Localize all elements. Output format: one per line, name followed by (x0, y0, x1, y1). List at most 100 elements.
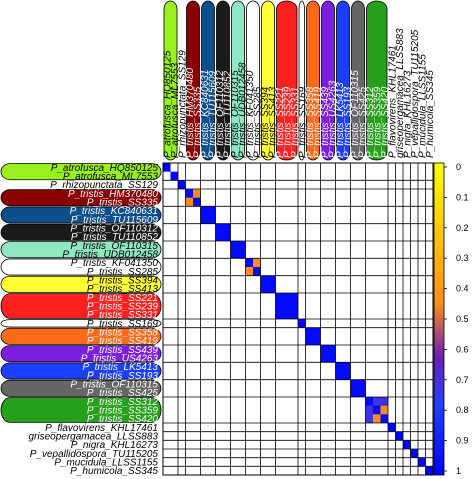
top-group-bar-6 (261, 0, 275, 161)
top-label-1: P_atrofusca_ML7553 (170, 62, 181, 158)
colorbar-scale (433, 162, 445, 476)
left-label-26: P_tristis_SS425 (87, 388, 159, 399)
left-label-27: P_tristis_SS312 (87, 397, 159, 408)
top-label-7: P_tristis_OF110312 (215, 70, 226, 158)
top-label-32: P_nigra_KHL16273 (402, 70, 413, 158)
top-labels: P_atrofusca_HQ850125P_atrofusca_ML7553P_… (162, 28, 436, 158)
left-group-bar-12 (0, 379, 162, 397)
heat-block-10 (298, 319, 306, 328)
left-label-8: P_tristis_TU110852 (71, 232, 159, 243)
top-label-18: P_tristis_SS169 (297, 86, 308, 158)
top-label-33: P_vepallidospora_TU115205 (410, 29, 421, 158)
heat-cell-5 (380, 397, 388, 406)
top-group-bar-10 (321, 0, 335, 161)
left-label-19: P_tristis_SS358 (87, 328, 159, 339)
left-group-bar-6 (0, 275, 162, 293)
colorbar-tick-label-5: 0.5 (456, 314, 469, 324)
colorbar-tick-label-0: 0 (456, 162, 461, 172)
heat-block-13 (335, 362, 351, 380)
top-label-13: P_tristis_SS394 (260, 86, 271, 158)
colorbar-tick-label-4: 0.4 (456, 284, 469, 294)
left-group-bar-10 (0, 345, 162, 363)
heat-cell-9 (373, 414, 381, 423)
left-label-17: P_tristis_SS331 (87, 310, 158, 321)
top-group-bar-0 (163, 0, 178, 161)
top-group-bar-9 (306, 0, 320, 161)
top-label-10: P_tristis_UDB012458 (237, 62, 248, 158)
top-label-26: P_tristis_SS425 (357, 86, 368, 158)
left-group-bar-7 (0, 293, 162, 319)
heat-cell-4 (373, 397, 381, 406)
top-label-9: P_tristis_OF110315 (230, 70, 241, 158)
left-label-3: P_tristis_HM370480 (68, 189, 158, 200)
left-label-29: P_tristis_SS420 (87, 414, 159, 425)
left-group-bar-9 (0, 327, 162, 345)
colorbar: 0 0.1 0.2 0.3 0.4 0.5 0.6 0.7 0.8 0.9 1 (433, 162, 469, 476)
top-group-bar-3 (216, 0, 230, 161)
left-label-31: griseopergamacea_LLSS883 (28, 432, 158, 443)
top-label-20: P_tristis_SS419 (312, 86, 323, 158)
heat-block-2 (178, 180, 186, 189)
left-label-13: P_tristis_SS394 (87, 276, 159, 287)
left-label-2: P_rhizopunctata_SS129 (50, 180, 158, 191)
left-group-bar-11 (0, 362, 162, 380)
left-group-bar-5 (0, 258, 162, 276)
left-labels: P_atrofusca_HQ850125P_atrofusca_ML7553P_… (28, 163, 158, 477)
top-label-30: P_flavovirens_KHL17461 (387, 45, 398, 158)
heat-block-20 (418, 457, 426, 467)
top-label-19: P_tristis_SS358 (305, 86, 316, 158)
heat-block-1 (170, 171, 178, 181)
left-group-bar-1 (0, 189, 162, 207)
heat-block-5 (215, 223, 231, 241)
heat-block-6 (230, 241, 246, 259)
top-label-4: P_tristis_SS335 (192, 86, 203, 158)
top-label-31: griseopergamacea_LLSS883 (395, 28, 406, 158)
top-label-17: P_tristis_SS331 (290, 87, 301, 158)
top-label-15: P_tristis_SS221 (275, 87, 286, 158)
top-label-22: P_tristis_US4263 (327, 80, 338, 158)
left-label-0: P_atrofusca_HQ850125 (51, 163, 159, 174)
heat-cell-1 (185, 197, 193, 207)
left-group-bars (0, 163, 162, 423)
heat-block-12 (320, 345, 336, 363)
left-label-1: P_atrofusca_ML7553 (63, 172, 159, 183)
top-label-14: P_tristis_SS413 (267, 86, 278, 158)
left-label-25: P_tristis_OF110315 (70, 380, 158, 391)
colorbar-tick-label-6: 0.6 (456, 344, 469, 354)
left-group-bar-0 (0, 163, 162, 181)
top-group-bar-4 (231, 0, 245, 161)
matrix-border (162, 162, 434, 476)
colorbar-tick-label-9: 0.9 (456, 436, 469, 446)
top-label-5: P_tristis_KC840631 (200, 70, 211, 158)
left-label-5: P_tristis_KC840631 (70, 206, 158, 217)
heat-cell-6 (365, 405, 373, 415)
left-label-30: P_flavovirens_KHL17461 (45, 423, 158, 434)
top-label-24: P_tristis_SS193 (342, 86, 353, 158)
left-label-7: P_tristis_OF110312 (70, 224, 158, 235)
heat-block-11 (305, 327, 321, 345)
top-label-29: P_tristis_SS420 (380, 86, 391, 158)
left-label-24: P_tristis_SS193 (87, 371, 159, 382)
heat-block-17 (395, 431, 403, 441)
left-label-33: P_vepallidospora_TU115205 (30, 449, 159, 460)
top-group-bar-8 (298, 0, 305, 161)
left-label-9: P_tristis_OF110315 (70, 241, 158, 252)
colorbar-tick-label-10: 1 (456, 466, 461, 476)
top-label-35: P_humicola_SS345 (425, 70, 436, 158)
heat-block-19 (410, 449, 418, 458)
top-label-8: P_tristis_TU110852 (222, 70, 233, 158)
left-label-14: P_tristis_SS413 (87, 284, 159, 295)
left-group-bar-8 (0, 319, 162, 328)
left-label-32: P_nigra_KHL16273 (71, 440, 159, 451)
left-label-34: P_mucidula_LLSS1155 (54, 458, 158, 469)
top-label-25: P_tristis_OF110315 (350, 70, 361, 158)
left-label-15: P_tristis_SS221 (87, 293, 158, 304)
heat-block-14 (350, 379, 366, 397)
top-group-bar-11 (336, 0, 350, 161)
heat-cell-3 (245, 267, 253, 276)
top-label-21: P_tristis_SS439 (320, 86, 331, 158)
top-label-23: P_tristis_LK5413 (335, 82, 346, 158)
left-label-10: P_tristis_UDB012458 (62, 250, 158, 261)
heat-block-0 (163, 163, 171, 172)
heat-block-18 (403, 440, 411, 449)
